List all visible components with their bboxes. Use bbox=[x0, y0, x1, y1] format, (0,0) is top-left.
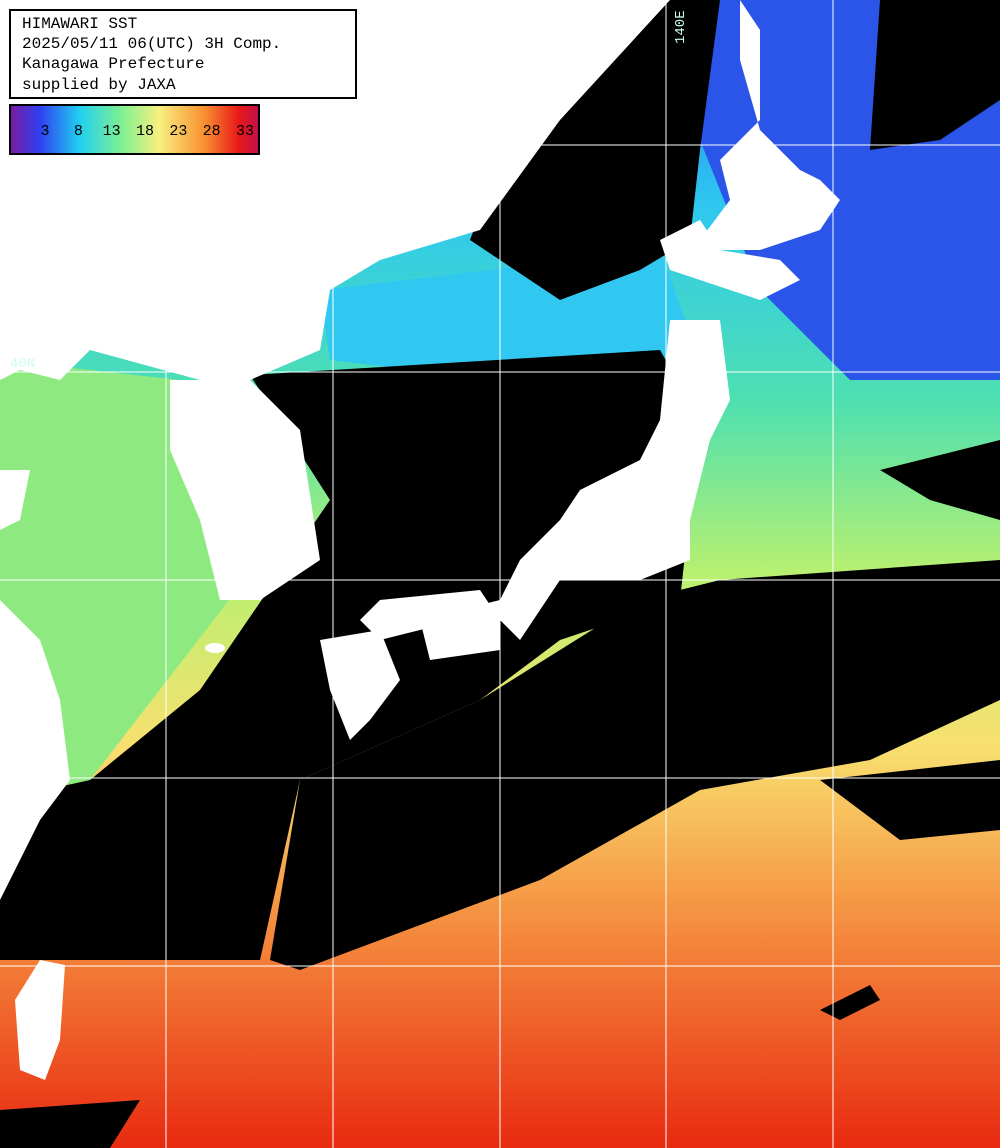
info-frame bbox=[9, 9, 357, 99]
latitude-label: 40N bbox=[10, 356, 35, 372]
colorbar: 3 8 13 18 23 28 33 bbox=[9, 104, 260, 155]
land bbox=[0, 0, 840, 1080]
info-line: 2025/05/11 06(UTC) 3H Comp. bbox=[22, 35, 281, 53]
info-line: HIMAWARI SST bbox=[22, 15, 137, 33]
info-line: Kanagawa Prefecture bbox=[22, 55, 204, 73]
colorbar-scale bbox=[9, 104, 260, 155]
colorbar-tick-label: 33 bbox=[236, 123, 254, 140]
colorbar-tick-label: 28 bbox=[203, 123, 221, 140]
info-line: supplied by JAXA bbox=[22, 76, 176, 94]
colorbar-tick-label: 3 bbox=[40, 123, 49, 140]
info-box: HIMAWARI SST 2025/05/11 06(UTC) 3H Comp.… bbox=[9, 9, 357, 99]
longitude-label: 140E bbox=[673, 10, 689, 44]
colorbar-tick-label: 13 bbox=[103, 123, 121, 140]
colorbar-tick-label: 18 bbox=[136, 123, 154, 140]
colorbar-tick-label: 8 bbox=[74, 123, 83, 140]
colorbar-tick-label: 23 bbox=[169, 123, 187, 140]
